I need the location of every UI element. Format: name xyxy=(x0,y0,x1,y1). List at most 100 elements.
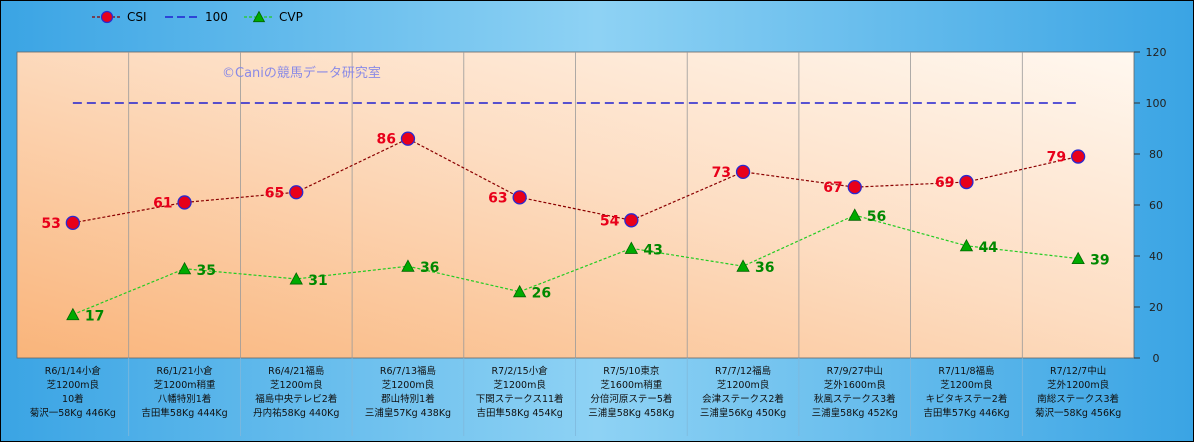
cvp-data-label: 36 xyxy=(755,260,774,276)
watermark: ©Caniの競馬データ研究室 xyxy=(222,65,381,81)
series-cvp-line xyxy=(72,214,1079,316)
csi-point xyxy=(65,215,80,231)
cvp-data-label: 39 xyxy=(1090,253,1109,269)
csi-data-label: 79 xyxy=(1047,150,1066,166)
csi-data-label: 61 xyxy=(153,195,172,211)
x-tick-label: キビタキステー2着 xyxy=(926,393,1008,405)
csi-data-label: 67 xyxy=(823,180,842,196)
x-tick-label: 吉田隼58Kg 444Kg xyxy=(141,407,227,419)
csi-point xyxy=(512,190,527,205)
legend-csi-marker xyxy=(100,10,114,24)
csi-data-label: 86 xyxy=(376,132,395,148)
y-tick-label: 60 xyxy=(1149,199,1163,212)
x-tick-label: 分倍河原ステー5着 xyxy=(590,393,672,405)
cvp-data-label: 35 xyxy=(197,263,216,279)
x-tick-label: 八幡特別1着 xyxy=(158,393,212,405)
legend: CSI 100 CVP xyxy=(92,10,303,24)
x-tick-label: 吉田隼58Kg 454Kg xyxy=(477,407,563,419)
csi-point xyxy=(177,195,192,210)
x-tick-label: 下関ステークス11着 xyxy=(476,393,564,405)
x-tick-label: 芝1200m良 xyxy=(717,379,770,391)
cvp-point xyxy=(401,259,415,272)
cvp-data-label: 17 xyxy=(85,309,104,325)
csi-point xyxy=(735,164,751,180)
cvp-data-label: 26 xyxy=(532,286,551,302)
csi-data-label: 54 xyxy=(600,213,620,229)
cvp-data-label: 56 xyxy=(867,209,886,225)
x-tick-label: R7/11/8福島 xyxy=(938,365,994,377)
x-tick-label: 丹内祐58Kg 440Kg xyxy=(253,407,339,419)
x-tick-label: R6/1/21小倉 xyxy=(156,365,213,377)
x-tick-label: R6/1/14小倉 xyxy=(45,365,102,377)
x-tick-label: 芝1200m良 xyxy=(493,379,546,391)
cvp-point xyxy=(289,272,303,285)
csi-point xyxy=(959,174,974,190)
x-tick-label: 福島中央テレビ2着 xyxy=(255,393,337,405)
legend-cvp-label: CVP xyxy=(279,10,303,24)
x-tick-label: R6/4/21福島 xyxy=(268,365,324,377)
x-tick-label: R7/12/7中山 xyxy=(1050,365,1106,377)
cvp-point xyxy=(736,259,750,272)
csi-data-label: 65 xyxy=(265,185,284,201)
x-tick-label: 菊沢一58Kg 446Kg xyxy=(30,407,116,419)
y-tick-label: 20 xyxy=(1149,301,1163,314)
x-tick-label: 芝1200m良 xyxy=(940,379,993,391)
cvp-point xyxy=(624,241,639,254)
y-tick-label: 100 xyxy=(1146,97,1167,110)
csi-data-label: 73 xyxy=(712,165,731,181)
grid-lines xyxy=(128,52,1023,358)
x-tick-label: 菊沢一58Kg 456Kg xyxy=(1035,407,1121,419)
x-tick-label: 吉田隼57Kg 446Kg xyxy=(923,407,1009,419)
csi-data-label: 63 xyxy=(488,190,507,206)
cvp-point xyxy=(177,261,192,275)
csi-point xyxy=(1071,149,1086,164)
x-tick-label: R7/5/10東京 xyxy=(603,365,659,377)
csi-point xyxy=(289,185,304,200)
csi-data-label: 69 xyxy=(935,175,954,191)
x-tick-label: 芝1600m稍重 xyxy=(600,379,662,391)
cvp-point xyxy=(1071,251,1085,265)
cvp-point xyxy=(66,307,80,321)
x-tick-label: R7/2/15小倉 xyxy=(492,365,549,377)
cvp-point xyxy=(512,284,527,298)
x-tick-label: R6/7/13福島 xyxy=(380,365,436,377)
cvp-data-label: 43 xyxy=(643,242,662,258)
x-tick-label: 三浦皇58Kg 452Kg xyxy=(812,407,898,419)
x-tick-label: 郡山特別1着 xyxy=(381,393,435,405)
csi-data-label: 53 xyxy=(41,216,60,232)
csi-point xyxy=(624,213,639,228)
y-tick-label: 120 xyxy=(1146,46,1167,59)
x-tick-label: 会津ステークス2着 xyxy=(702,393,784,405)
cvp-data-label: 36 xyxy=(420,260,439,276)
x-tick-label: 10着 xyxy=(62,393,84,405)
y-tick-label: 80 xyxy=(1149,148,1163,161)
x-tick-label: R7/9/27中山 xyxy=(827,365,883,377)
csi-point xyxy=(400,131,416,146)
y-tick-label: 0 xyxy=(1153,352,1160,365)
x-tick-label: 南総ステークス3着 xyxy=(1037,393,1119,405)
legend-100-label: 100 xyxy=(205,10,228,24)
x-tick-label: 芝1200m良 xyxy=(382,379,435,391)
cvp-point xyxy=(848,208,862,221)
legend-csi-label: CSI xyxy=(127,10,147,24)
x-tick-label: 芝外1200m良 xyxy=(1047,379,1109,391)
cvp-data-label: 31 xyxy=(308,273,327,289)
x-tick-label: 秋風ステークス3着 xyxy=(814,393,896,405)
x-tick-label: R7/7/12福島 xyxy=(715,365,771,377)
x-tick-label: 芝1200m良 xyxy=(270,379,323,391)
cvp-data-label: 44 xyxy=(978,240,998,256)
series-csi-line xyxy=(72,138,1079,224)
x-tick-label: 芝外1600m良 xyxy=(824,379,886,391)
x-tick-label: 三浦皇57Kg 438Kg xyxy=(365,407,451,419)
x-tick-label: 芝1200m稍重 xyxy=(154,379,216,391)
y-tick-label: 40 xyxy=(1149,250,1163,263)
csi-point xyxy=(847,179,862,195)
x-tick-label: 芝1200m良 xyxy=(47,379,100,391)
legend-cvp-marker xyxy=(252,10,266,23)
y-axis: 0 20 40 60 80 100 120 xyxy=(1134,46,1167,365)
series: 17 35 31 36 26 43 36 56 44 39 53 61 65 86 63 54 73 67 69 79 xyxy=(41,102,1110,325)
x-tick-label: 三浦皇58Kg 458Kg xyxy=(588,407,674,419)
x-tick-label: 三浦皇56Kg 450Kg xyxy=(700,407,786,419)
